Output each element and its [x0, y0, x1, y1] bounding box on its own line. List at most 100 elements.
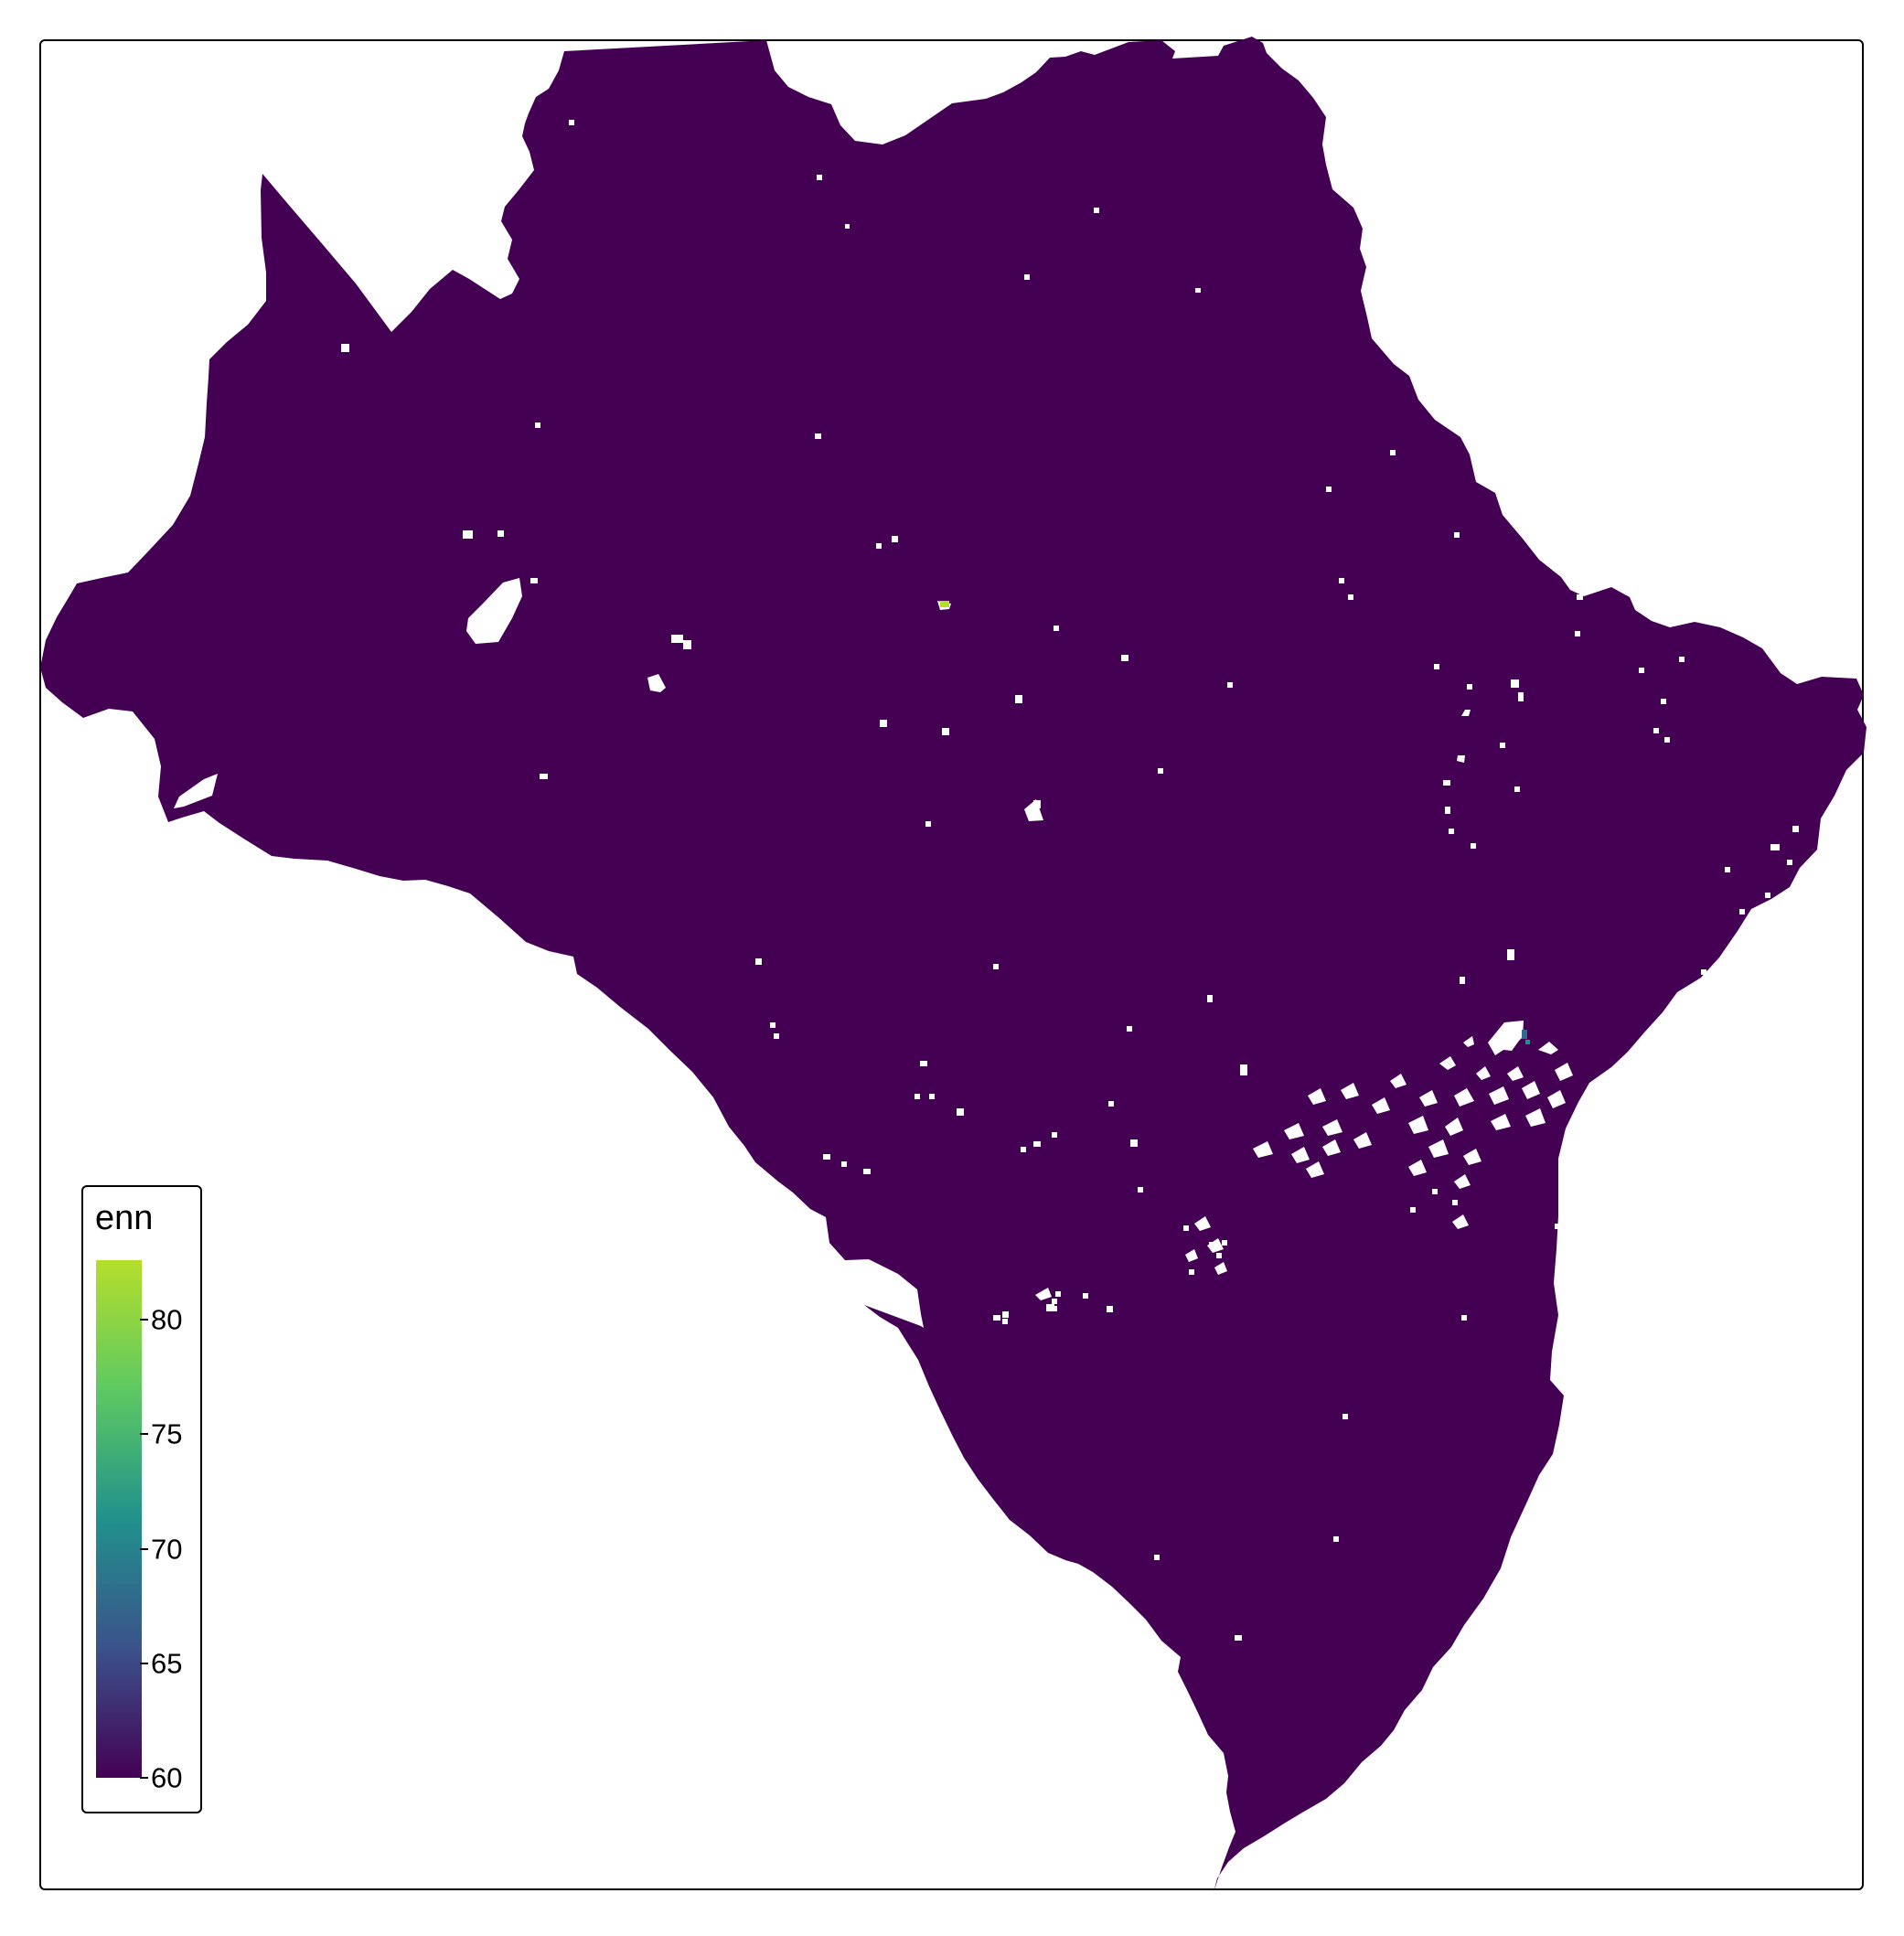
- nodata-cell: [1333, 1536, 1339, 1542]
- nodata-cell: [993, 964, 999, 969]
- nodata-cell: [1094, 208, 1099, 213]
- nodata-cell: [1216, 1253, 1222, 1258]
- nodata-cell: [1449, 829, 1454, 834]
- nodata-cell: [1577, 594, 1583, 600]
- nodata-cell: [535, 422, 540, 428]
- nodata-cell: [1189, 1269, 1194, 1275]
- nodata-cell: [929, 1094, 935, 1099]
- nodata-patch: [1185, 1249, 1198, 1262]
- nodata-cell: [1792, 826, 1799, 832]
- nodata-cell: [1348, 594, 1353, 600]
- nodata-patch: [1408, 1116, 1428, 1134]
- nodata-cell: [1209, 1242, 1214, 1247]
- nodata-cell: [1158, 768, 1163, 774]
- nodata-patch: [1476, 1066, 1491, 1080]
- nodata-patch: [1372, 1097, 1390, 1114]
- nodata-patch: [1522, 1081, 1540, 1099]
- nodata-cell: [1705, 975, 1710, 980]
- legend-tick-mark: [140, 1662, 148, 1664]
- nodata-cell: [774, 1033, 779, 1039]
- nodata-cell: [863, 1169, 871, 1174]
- nodata-cell: [1770, 844, 1780, 850]
- nodata-cell: [845, 224, 850, 229]
- nodata-cell: [1024, 274, 1030, 280]
- nodata-patch: [1353, 1132, 1372, 1149]
- nodata-cell: [823, 1154, 830, 1160]
- nodata-patch: [1306, 1161, 1324, 1178]
- nodata-cell: [1787, 860, 1792, 865]
- nodata-cell: [920, 1061, 927, 1066]
- nodata-patch: [1428, 1139, 1449, 1158]
- legend-tick-label: 60: [151, 1761, 183, 1794]
- nodata-cell: [1679, 657, 1685, 662]
- nodata-cell: [1235, 1635, 1242, 1641]
- legend-tick-mark: [140, 1433, 148, 1436]
- nodata-patch: [1341, 1083, 1359, 1099]
- nodata-patch: [1291, 1147, 1310, 1163]
- nodata-cell: [1052, 1306, 1057, 1311]
- nodata-cell: [1207, 995, 1213, 1002]
- nodata-cell: [1725, 867, 1730, 872]
- nodata-cell: [540, 774, 548, 779]
- nodata-cell: [1739, 909, 1745, 915]
- nodata-cell: [530, 578, 538, 583]
- nodata-cell: [497, 530, 504, 537]
- nodata-cell: [341, 344, 349, 352]
- nodata-patch: [1463, 1149, 1481, 1165]
- nodata-patch: [1194, 1216, 1211, 1231]
- nodata-patch: [1452, 1214, 1469, 1229]
- nodata-cell: [1326, 487, 1332, 492]
- nodata-cell: [1107, 1306, 1113, 1312]
- legend-title: enn: [95, 1199, 154, 1237]
- legend-tick-mark: [140, 1547, 148, 1550]
- nodata-cell: [1454, 532, 1460, 538]
- nodata-cell: [569, 120, 574, 125]
- nodata-patch: [1489, 1086, 1509, 1105]
- nodata-cell: [1342, 1414, 1348, 1419]
- nodata-patch: [1457, 755, 1465, 763]
- nodata-cell: [1434, 664, 1439, 669]
- nodata-patch: [1461, 710, 1471, 716]
- nodata-cell: [841, 1161, 847, 1167]
- nodata-cell: [1461, 1315, 1467, 1321]
- nodata-cell: [1410, 1207, 1416, 1213]
- nodata-cell: [1639, 668, 1644, 673]
- nodata-patch: [1525, 1108, 1546, 1127]
- nodata-patch: [647, 674, 666, 692]
- legend-tick-label: 75: [151, 1417, 183, 1450]
- nodata-patch: [1253, 1141, 1273, 1158]
- nodata-cell: [957, 1108, 964, 1116]
- raster-highlight-cells: [940, 601, 1530, 1044]
- nodata-cell: [1500, 743, 1505, 748]
- nodata-patch: [466, 578, 522, 644]
- nodata-cell: [817, 175, 822, 180]
- nodata-patch: [174, 774, 218, 808]
- nodata-cell: [671, 635, 683, 643]
- nodata-cell: [1121, 655, 1128, 661]
- nodata-cell: [1240, 1064, 1247, 1075]
- nodata-patch: [1214, 1262, 1227, 1275]
- nodata-cell: [1083, 1293, 1088, 1299]
- legend-tick-label: 70: [151, 1533, 183, 1566]
- nodata-cell: [1460, 977, 1465, 984]
- nodata-patch: [1408, 1160, 1427, 1176]
- nodata-patch: [1419, 1090, 1438, 1107]
- nodata-patch: [1322, 1119, 1342, 1136]
- nodata-cell: [1002, 1319, 1008, 1324]
- nodata-patch: [1463, 1036, 1474, 1047]
- nodata-cell: [1445, 807, 1450, 814]
- nodata-cell: [815, 433, 821, 439]
- nodata-cell: [1564, 1231, 1569, 1236]
- nodata-patch: [1308, 1088, 1326, 1105]
- nodata-cell: [1227, 682, 1233, 688]
- nodata-patch: [1454, 1088, 1474, 1107]
- nodata-cell: [1127, 1026, 1132, 1032]
- legend-colorbar: [96, 1260, 142, 1778]
- enn-cell-mid: [1525, 1040, 1530, 1044]
- nodata-cell: [1701, 969, 1706, 975]
- nodata-cell: [1443, 780, 1450, 786]
- nodata-cell: [1452, 1200, 1458, 1205]
- nodata-cell: [1195, 288, 1201, 293]
- nodata-cell: [770, 1022, 776, 1028]
- nodata-cell: [1432, 1189, 1438, 1194]
